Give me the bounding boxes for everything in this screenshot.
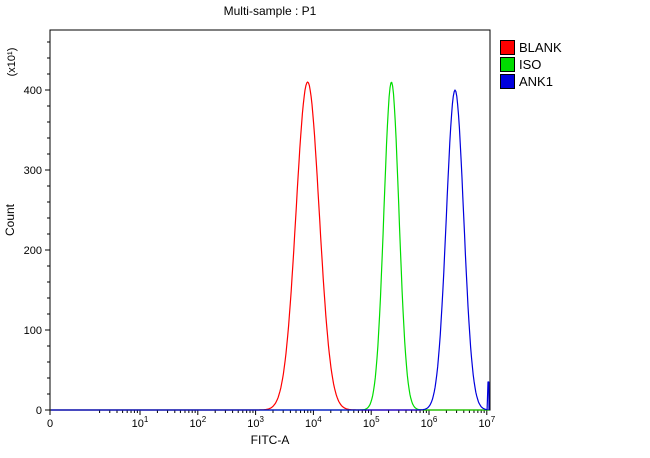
y-tick-label: 0 xyxy=(36,405,42,417)
legend-swatch-blank xyxy=(500,40,515,55)
legend-label: BLANK xyxy=(519,40,562,55)
legend-entry-ank1[interactable]: ANK1 xyxy=(500,74,562,89)
x-tick-label: 103 xyxy=(247,415,264,430)
y-tick-label: 300 xyxy=(24,165,42,177)
x-tick-label: 104 xyxy=(305,415,322,430)
x-tick-label: 106 xyxy=(421,415,438,430)
legend-entry-blank[interactable]: BLANK xyxy=(500,40,562,55)
y-tick-label: 100 xyxy=(24,325,42,337)
legend-label: ISO xyxy=(519,57,542,72)
legend-swatch-ank1 xyxy=(500,74,515,89)
histogram-curve-ank1 xyxy=(51,89,490,411)
histogram-curve-blank xyxy=(51,81,490,411)
plot-border xyxy=(49,29,491,411)
legend: BLANK ISO ANK1 xyxy=(497,38,565,91)
x-tick-label: 0 xyxy=(47,418,53,430)
y-tick-label: 400 xyxy=(24,85,42,97)
y-tick-label: 200 xyxy=(24,245,42,257)
legend-label: ANK1 xyxy=(519,74,553,89)
x-tick-label: 102 xyxy=(189,415,206,430)
histogram-curve-iso xyxy=(51,81,490,411)
x-axis-label: FITC-A xyxy=(250,433,290,447)
legend-swatch-iso xyxy=(500,57,515,72)
chart-title: Multi-sample : P1 xyxy=(223,4,317,18)
x-tick-label: 101 xyxy=(132,415,149,430)
x-tick-label: 107 xyxy=(478,415,495,430)
x-tick-label: 105 xyxy=(363,415,380,430)
legend-entry-iso[interactable]: ISO xyxy=(500,57,562,72)
